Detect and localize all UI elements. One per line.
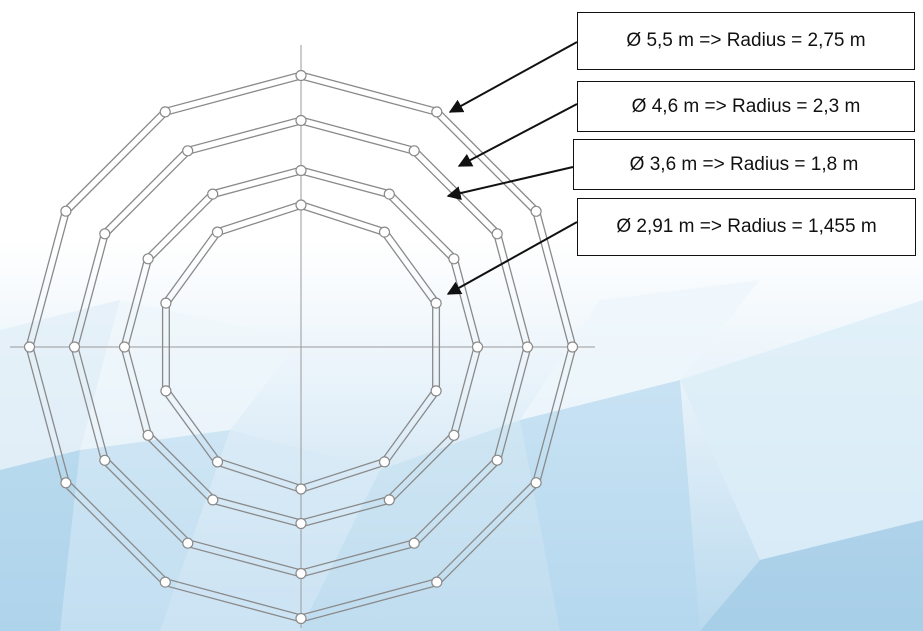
ring-4-joint	[160, 385, 172, 397]
ring-4-joint	[430, 297, 442, 309]
ring-3-joint	[295, 517, 307, 530]
ring-1-joint	[431, 576, 443, 588]
ring-2-joint	[408, 537, 420, 549]
ring-2-joint	[182, 145, 194, 157]
rings-group	[23, 69, 579, 625]
dimension-label-2: Ø 4,6 m => Radius = 2,3 m	[577, 81, 915, 132]
leader-arrow-4	[446, 221, 578, 295]
ring-3-joint	[207, 188, 219, 200]
ring-3-joint	[471, 341, 484, 353]
ring-4-joint	[378, 226, 391, 238]
ring-1-joint	[159, 576, 171, 588]
ring-4-joint	[295, 483, 307, 495]
ring-1-joint	[159, 106, 171, 118]
ring-2-joint	[521, 341, 534, 353]
ring-2-joint	[68, 341, 81, 353]
ring-4-joint	[160, 297, 172, 309]
ring-1-joint	[530, 477, 542, 489]
ring-3-joint	[295, 164, 307, 177]
ring-4-joint	[211, 456, 224, 468]
leader-arrow-2	[457, 103, 578, 167]
ring-2-joint	[295, 114, 307, 127]
ring-1-joint	[530, 205, 542, 217]
ring-3	[118, 164, 484, 530]
ring-4-joint	[378, 456, 391, 468]
ring-1	[23, 69, 579, 625]
leader-arrow-1	[448, 41, 578, 113]
ring-1-joint	[295, 69, 307, 82]
ring-3-joint	[383, 188, 395, 200]
ring-1-joint	[23, 341, 36, 353]
ring-2-joint	[182, 537, 194, 549]
ring-1-joint	[60, 205, 72, 217]
dimension-label-4-text: Ø 2,91 m => Radius = 1,455 m	[616, 216, 877, 237]
ring-3-joint	[448, 253, 460, 265]
ring-4	[160, 199, 442, 495]
ring-1-joint	[60, 477, 72, 489]
ring-2-joint	[99, 228, 111, 240]
ring-4-joint	[295, 199, 307, 211]
dimension-label-2-text: Ø 4,6 m => Radius = 2,3 m	[631, 95, 861, 117]
ring-4-joint	[430, 385, 442, 397]
dimension-label-3-text: Ø 3,6 m => Radius = 1,8 m	[629, 153, 859, 175]
ring-3-joint	[383, 494, 395, 506]
ring-3-joint	[142, 253, 154, 265]
dimension-label-3: Ø 3,6 m => Radius = 1,8 m	[573, 139, 915, 190]
dimension-label-1-text: Ø 5,5 m => Radius = 2,75 m	[626, 30, 866, 51]
ring-2-joint	[295, 567, 307, 580]
ring-2-joint	[99, 454, 111, 466]
ring-2-joint	[408, 145, 420, 157]
ring-1-joint	[431, 106, 443, 118]
dimension-label-4: Ø 2,91 m => Radius = 1,455 m	[577, 198, 916, 256]
ring-3-joint	[142, 429, 154, 441]
ring-3-joint	[448, 429, 460, 441]
ring-3-joint	[118, 341, 131, 353]
ring-3-joint	[207, 494, 219, 506]
ring-4-joint	[211, 226, 224, 238]
ring-2-joint	[491, 454, 503, 466]
ring-1-joint	[566, 341, 579, 353]
dimension-label-1: Ø 5,5 m => Radius = 2,75 m	[577, 12, 915, 70]
leader-arrow-3	[446, 166, 574, 200]
ring-2	[68, 114, 534, 580]
ring-1-joint	[295, 612, 307, 625]
ring-2-joint	[491, 228, 503, 240]
